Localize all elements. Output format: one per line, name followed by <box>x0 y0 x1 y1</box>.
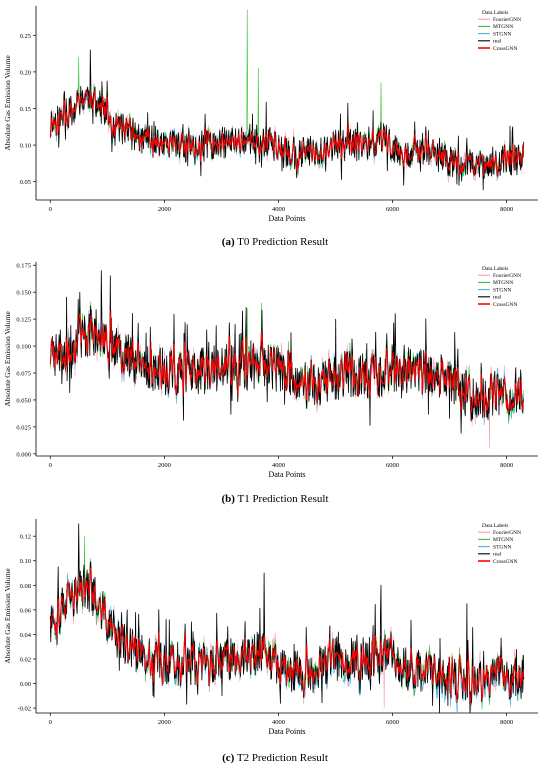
y-tick-label: 0.02 <box>20 656 31 663</box>
y-axis-label: Absolute Gas Emission Volume <box>3 568 12 664</box>
legend-label: MTGNN <box>493 24 513 30</box>
y-tick-label: -0.02 <box>17 706 31 713</box>
y-tick-label: 0.08 <box>20 583 31 590</box>
y-tick-label: 0.05 <box>20 179 31 186</box>
x-axis-label: Data Points <box>268 470 305 479</box>
chart-t1: 0.000 0.025 0.050 0.075 0.100 0.125 0.150 0.175… <box>3 262 538 479</box>
y-tick-label: 0.20 <box>20 69 31 76</box>
x-tick-label: 6000 <box>386 462 399 469</box>
y-tick-label: 0.025 <box>16 424 31 431</box>
legend-label: CrossGNN <box>493 559 517 565</box>
x-tick-label: 4000 <box>272 206 285 213</box>
panel-t1: 0.000 0.025 0.050 0.075 0.100 0.125 0.150 0.175… <box>0 256 550 488</box>
legend-label: real <box>493 39 502 45</box>
x-tick-label: 4000 <box>272 719 285 726</box>
caption-t0: (a) T0 Prediction Result <box>0 236 550 248</box>
caption-t2: (c) T2 Prediction Result <box>0 752 550 764</box>
legend-label: CrossGNN <box>493 302 517 308</box>
caption-t0-letter: (a) <box>221 236 235 248</box>
series-line-crossgnn <box>49 309 525 417</box>
x-tick-label: 8000 <box>500 462 513 469</box>
series-line-crossgnn <box>49 567 525 704</box>
y-tick-label: 0.12 <box>20 534 31 541</box>
x-tick-label: 2000 <box>158 462 171 469</box>
series-line-real <box>49 49 525 191</box>
x-tick-label: 2000 <box>158 206 171 213</box>
legend-label: CrossGNN <box>493 46 517 52</box>
caption-t1-letter: (b) <box>221 493 235 505</box>
legend-label: MTGNN <box>493 537 513 543</box>
caption-t1-text: T1 Prediction Result <box>234 493 329 505</box>
y-tick-label: 0.15 <box>20 106 31 113</box>
legend-label: FourierGNN <box>493 530 521 536</box>
legend-label: STGNN <box>493 31 511 37</box>
y-tick-label: 0.000 <box>16 451 31 458</box>
y-tick-label: 0.00 <box>20 681 31 688</box>
y-tick-label: 0.04 <box>20 632 32 639</box>
series-line-crossgnn <box>49 89 525 177</box>
y-tick-label: 0.06 <box>20 607 32 614</box>
x-tick-label: 8000 <box>500 719 513 726</box>
legend-label: STGNN <box>493 544 511 550</box>
x-tick-label: 0 <box>49 206 52 213</box>
y-axis-label: Absolute Gas Emission Volume <box>3 311 12 407</box>
legend-label: real <box>493 552 502 558</box>
caption-t2-text: T2 Prediction Result <box>234 752 328 764</box>
legend-title: Data Labels <box>482 10 508 16</box>
y-tick-label: 0.125 <box>16 317 31 324</box>
legend-label: FourierGNN <box>493 17 521 23</box>
legend-title: Data Labels <box>482 266 508 272</box>
chart-t2: -0.02 0.00 0.02 0.04 0.06 0.08 0.10 0.12 0 2000 40… <box>3 519 538 736</box>
x-tick-label: 0 <box>49 462 52 469</box>
y-tick-label: 0.10 <box>20 558 31 565</box>
x-tick-label: 6000 <box>386 719 399 726</box>
caption-t2-letter: (c) <box>222 752 235 764</box>
x-tick-label: 6000 <box>386 206 399 213</box>
legend-label: real <box>493 295 502 301</box>
panel-t2: -0.02 0.00 0.02 0.04 0.06 0.08 0.10 0.12 0 2000 40… <box>0 513 550 745</box>
legend-label: STGNN <box>493 287 511 293</box>
x-tick-label: 2000 <box>158 719 171 726</box>
panel-t0: 0.05 0.10 0.15 0.20 0.25 0 2000 4000 6000 8000 Dat… <box>0 0 550 232</box>
legend-label: FourierGNN <box>493 273 521 279</box>
x-tick-label: 4000 <box>272 462 285 469</box>
series-line-real <box>49 270 525 434</box>
y-tick-label: 0.175 <box>16 263 31 270</box>
y-tick-label: 0.150 <box>16 290 31 297</box>
legend-title: Data Labels <box>482 523 508 529</box>
y-tick-label: 0.075 <box>16 371 31 378</box>
y-tick-label: 0.10 <box>20 143 31 150</box>
y-axis-label: Absolute Gas Emission Volume <box>3 55 12 151</box>
x-tick-label: 8000 <box>500 206 513 213</box>
caption-t1: (b) T1 Prediction Result <box>0 493 550 505</box>
legend-label: MTGNN <box>493 280 513 286</box>
y-tick-label: 0.25 <box>20 33 31 40</box>
y-tick-label: 0.100 <box>16 344 31 351</box>
x-tick-label: 0 <box>49 719 52 726</box>
caption-t0-text: T0 Prediction Result <box>234 236 329 248</box>
x-axis-label: Data Points <box>268 214 305 223</box>
y-tick-label: 0.050 <box>16 397 31 404</box>
x-axis-label: Data Points <box>268 727 305 736</box>
chart-t0: 0.05 0.10 0.15 0.20 0.25 0 2000 4000 6000 8000 Dat… <box>3 6 538 223</box>
